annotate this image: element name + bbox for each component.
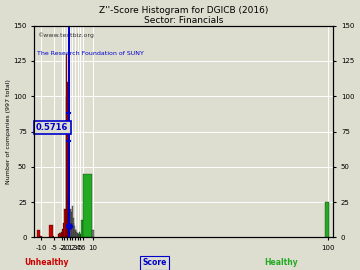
Title: Z''-Score Histogram for DGICB (2016)
Sector: Financials: Z''-Score Histogram for DGICB (2016) Sec… [99, 6, 269, 25]
Bar [68, 209, 69, 237]
Bar [81, 220, 83, 237]
Bar [71, 212, 72, 237]
Bar [60, 232, 62, 237]
Bar [49, 225, 53, 237]
Text: 0.5716: 0.5716 [36, 123, 68, 132]
Bar [53, 236, 54, 237]
Bar [83, 174, 92, 237]
Bar [73, 218, 74, 237]
Bar [64, 209, 66, 237]
Bar [80, 234, 81, 237]
Text: ©www.textbiz.org: ©www.textbiz.org [37, 32, 94, 38]
Bar [58, 234, 59, 237]
Bar [77, 233, 78, 237]
Bar [72, 206, 73, 237]
Bar [59, 233, 60, 237]
Bar [92, 230, 94, 237]
Bar [70, 209, 71, 237]
Bar [69, 212, 70, 237]
Text: Unhealthy: Unhealthy [24, 258, 69, 267]
Bar [325, 202, 329, 237]
Bar [66, 96, 67, 237]
Bar [78, 234, 79, 237]
Text: Healthy: Healthy [264, 258, 298, 267]
Bar [75, 230, 76, 237]
Bar [63, 223, 64, 237]
Text: The Research Foundation of SUNY: The Research Foundation of SUNY [37, 51, 144, 56]
Bar [37, 230, 40, 237]
Text: Score: Score [143, 258, 167, 267]
Bar [67, 82, 68, 237]
Bar [74, 226, 75, 237]
Bar [40, 236, 42, 237]
Bar [76, 232, 77, 237]
Bar [62, 229, 63, 237]
Y-axis label: Number of companies (997 total): Number of companies (997 total) [5, 79, 10, 184]
Bar [79, 234, 80, 237]
